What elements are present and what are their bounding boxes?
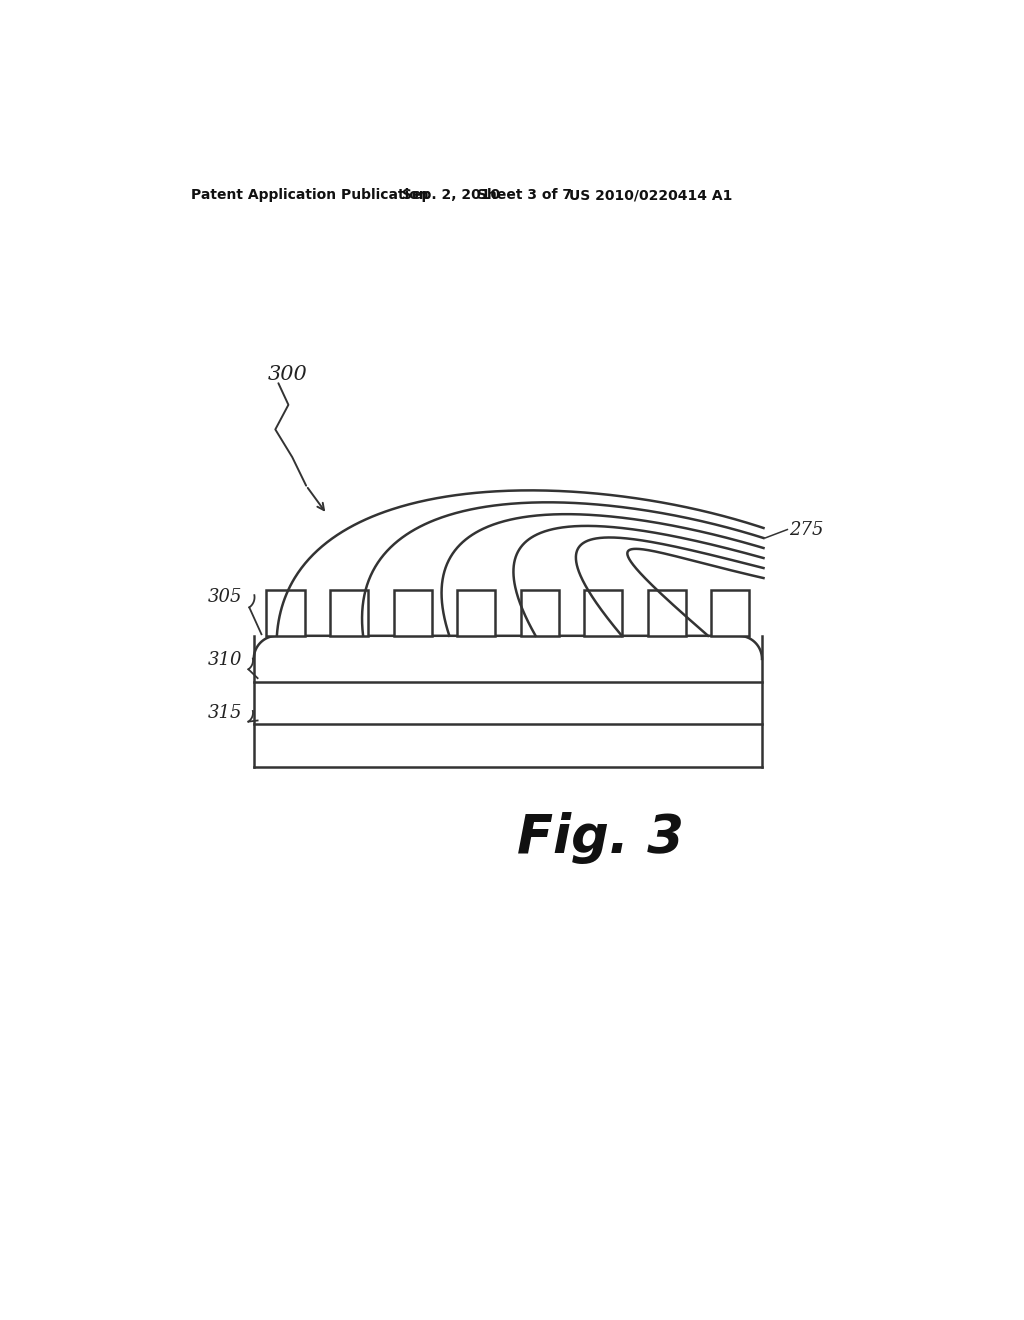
Text: 300: 300 <box>267 364 307 384</box>
Text: 310: 310 <box>208 652 242 669</box>
Bar <box>393 590 432 636</box>
Bar <box>647 590 686 636</box>
Bar <box>711 590 750 636</box>
Text: Sheet 3 of 7: Sheet 3 of 7 <box>477 189 572 202</box>
Text: 305: 305 <box>208 589 242 606</box>
Text: Fig. 3: Fig. 3 <box>517 812 684 863</box>
Text: 275: 275 <box>788 520 823 539</box>
Text: Patent Application Publication: Patent Application Publication <box>190 189 428 202</box>
Bar <box>520 590 559 636</box>
Bar <box>266 590 304 636</box>
Bar <box>584 590 623 636</box>
Text: Sep. 2, 2010: Sep. 2, 2010 <box>401 189 500 202</box>
Bar <box>457 590 496 636</box>
Bar <box>330 590 368 636</box>
Text: US 2010/0220414 A1: US 2010/0220414 A1 <box>569 189 733 202</box>
Text: 315: 315 <box>208 704 242 722</box>
